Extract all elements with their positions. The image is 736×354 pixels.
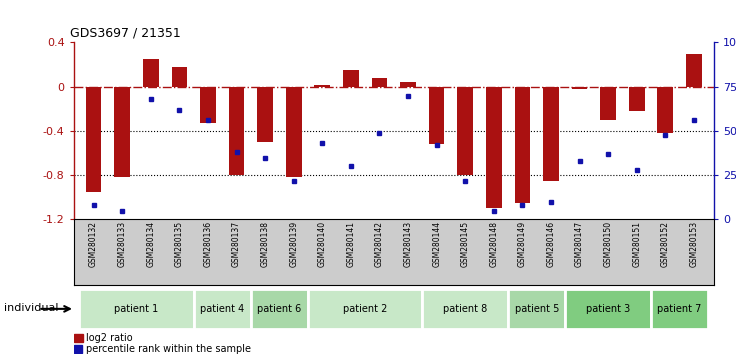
Bar xyxy=(251,289,308,329)
Text: GSM280149: GSM280149 xyxy=(518,221,527,267)
Bar xyxy=(651,289,708,329)
Text: GSM280143: GSM280143 xyxy=(403,221,413,267)
Text: GSM280133: GSM280133 xyxy=(118,221,127,267)
Bar xyxy=(486,87,502,209)
Bar xyxy=(343,70,358,87)
Bar xyxy=(686,53,701,87)
Text: GSM280148: GSM280148 xyxy=(489,221,498,267)
Bar xyxy=(514,87,530,203)
Text: patient 1: patient 1 xyxy=(114,304,159,314)
Bar xyxy=(457,87,473,175)
Text: GSM280151: GSM280151 xyxy=(632,221,641,267)
Text: GSM280140: GSM280140 xyxy=(318,221,327,267)
Text: GSM280150: GSM280150 xyxy=(604,221,612,267)
Bar xyxy=(508,289,565,329)
Bar xyxy=(422,289,508,329)
Bar xyxy=(601,87,616,120)
Bar xyxy=(258,87,273,142)
Text: GSM280132: GSM280132 xyxy=(89,221,98,267)
Text: GDS3697 / 21351: GDS3697 / 21351 xyxy=(71,27,181,40)
Text: GSM280142: GSM280142 xyxy=(375,221,384,267)
Bar xyxy=(194,289,251,329)
Text: patient 6: patient 6 xyxy=(258,304,302,314)
Bar xyxy=(314,85,330,87)
Bar xyxy=(565,289,651,329)
Text: individual: individual xyxy=(4,303,58,313)
Text: patient 5: patient 5 xyxy=(514,304,559,314)
Bar xyxy=(286,87,302,177)
Text: GSM280134: GSM280134 xyxy=(146,221,155,267)
Text: patient 2: patient 2 xyxy=(343,304,387,314)
Text: GSM280135: GSM280135 xyxy=(175,221,184,267)
Text: GSM280136: GSM280136 xyxy=(203,221,213,267)
Bar xyxy=(143,59,159,87)
Text: GSM280147: GSM280147 xyxy=(575,221,584,267)
Bar xyxy=(86,87,102,192)
Text: GSM280146: GSM280146 xyxy=(547,221,556,267)
Text: patient 4: patient 4 xyxy=(200,304,244,314)
Text: GSM280152: GSM280152 xyxy=(661,221,670,267)
Bar xyxy=(74,333,83,342)
Bar xyxy=(400,82,416,87)
Text: percentile rank within the sample: percentile rank within the sample xyxy=(86,344,252,354)
Bar xyxy=(171,67,187,87)
Text: GSM280144: GSM280144 xyxy=(432,221,441,267)
Bar xyxy=(114,87,130,177)
Bar xyxy=(572,87,587,89)
Text: log2 ratio: log2 ratio xyxy=(86,333,133,343)
Text: patient 8: patient 8 xyxy=(443,304,487,314)
Bar xyxy=(372,78,387,87)
Bar xyxy=(79,289,194,329)
Bar xyxy=(74,346,82,353)
Bar xyxy=(308,289,422,329)
Text: GSM280139: GSM280139 xyxy=(289,221,298,267)
Bar xyxy=(229,87,244,175)
Text: GSM280141: GSM280141 xyxy=(347,221,355,267)
Text: GSM280145: GSM280145 xyxy=(461,221,470,267)
Text: GSM280138: GSM280138 xyxy=(261,221,269,267)
Text: GSM280137: GSM280137 xyxy=(232,221,241,267)
Bar xyxy=(429,87,445,144)
Text: patient 3: patient 3 xyxy=(586,304,630,314)
Text: GSM280153: GSM280153 xyxy=(690,221,698,267)
Bar xyxy=(629,87,645,111)
Bar xyxy=(200,87,216,123)
Text: patient 7: patient 7 xyxy=(657,304,702,314)
Bar xyxy=(543,87,559,181)
Bar xyxy=(657,87,673,133)
